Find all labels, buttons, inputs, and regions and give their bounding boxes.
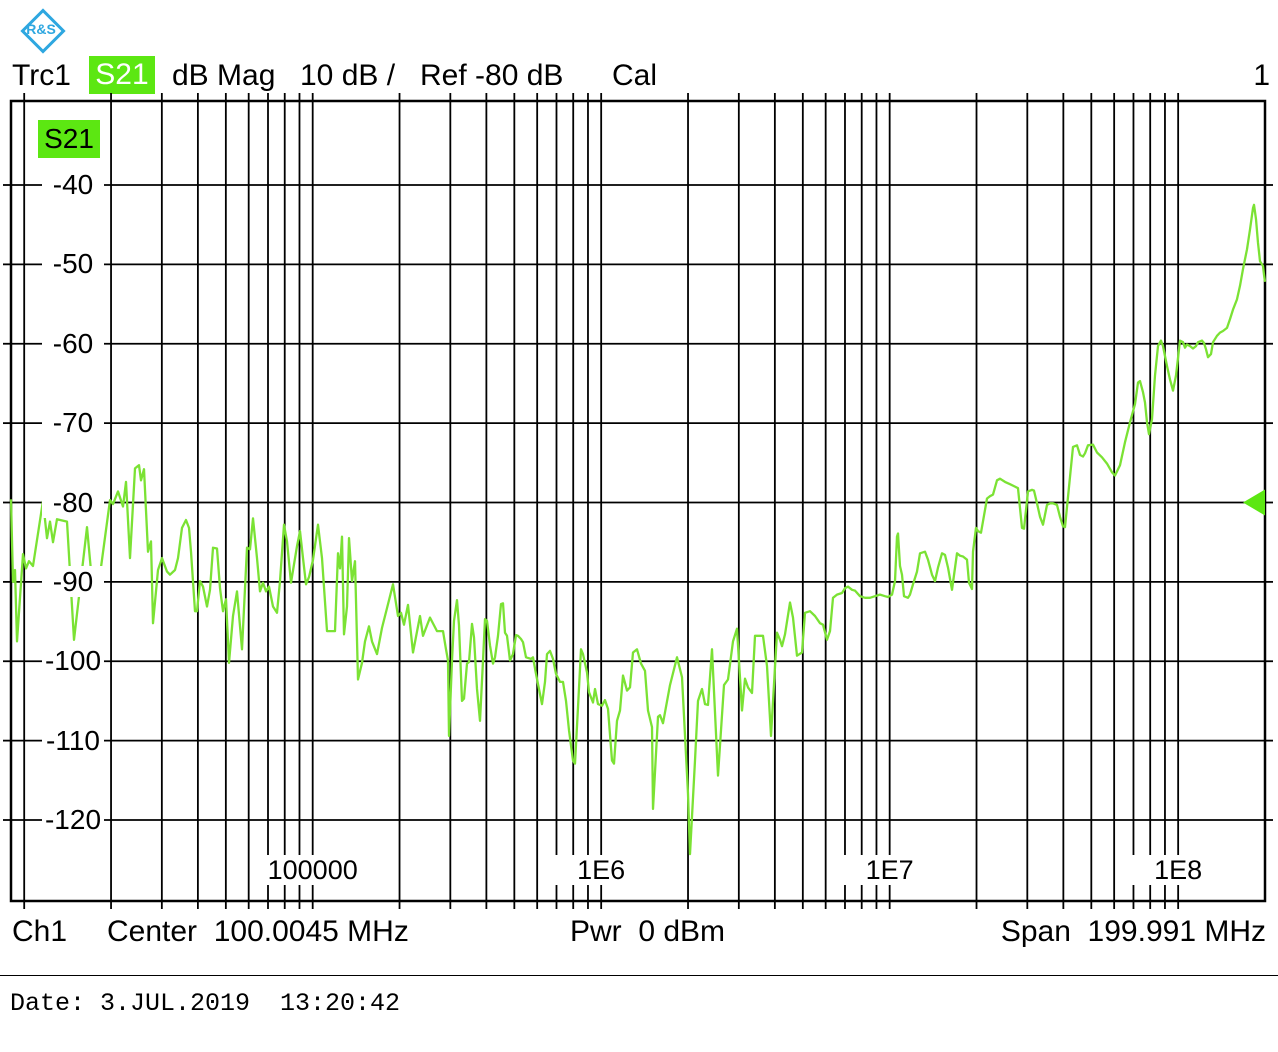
rohde-schwarz-logo: R&S — [18, 6, 66, 54]
y-tick-label: -100 — [42, 645, 104, 677]
x-tick-label: 100000 — [257, 855, 368, 885]
y-tick-label: -40 — [42, 169, 104, 200]
date-time-label: Date: 3.JUL.2019 13:20:42 — [10, 989, 401, 1018]
y-tick-label: -90 — [42, 565, 104, 597]
trace-number-label: 1 — [1253, 59, 1270, 92]
reference-level-marker-icon — [1243, 489, 1265, 516]
center-frequency-label: Center 100.0045 MHz — [107, 915, 409, 948]
x-tick-label: 1E7 — [834, 855, 945, 885]
power-label: Pwr 0 dBm — [570, 915, 726, 948]
x-tick-label: 1E8 — [1123, 855, 1234, 885]
logo-letters: R&S — [26, 21, 56, 37]
measurement-badge: S21 — [89, 56, 155, 94]
x-tick-label: 1E6 — [546, 855, 657, 885]
footer-separator — [0, 975, 1278, 976]
trace-name-label: Trc1 — [12, 59, 71, 92]
y-tick-label: -110 — [42, 724, 104, 756]
y-tick-label: -70 — [42, 407, 104, 439]
scale-per-div-label: 10 dB / — [300, 59, 396, 92]
reference-level-label: Ref -80 dB — [420, 59, 564, 92]
trace-format-label: dB Mag — [172, 59, 276, 92]
cal-status-label: Cal — [612, 59, 658, 92]
y-tick-label: -80 — [42, 486, 104, 518]
trace-badge: S21 — [38, 120, 100, 158]
chart-frame — [9, 99, 1267, 903]
y-tick-label: -120 — [42, 804, 104, 835]
y-tick-label: -60 — [42, 327, 104, 359]
y-tick-label: -50 — [42, 248, 104, 280]
channel-label: Ch1 — [12, 915, 68, 948]
span-label: Span 199.991 MHz — [1000, 915, 1266, 948]
s21-trace — [9, 203, 1267, 856]
